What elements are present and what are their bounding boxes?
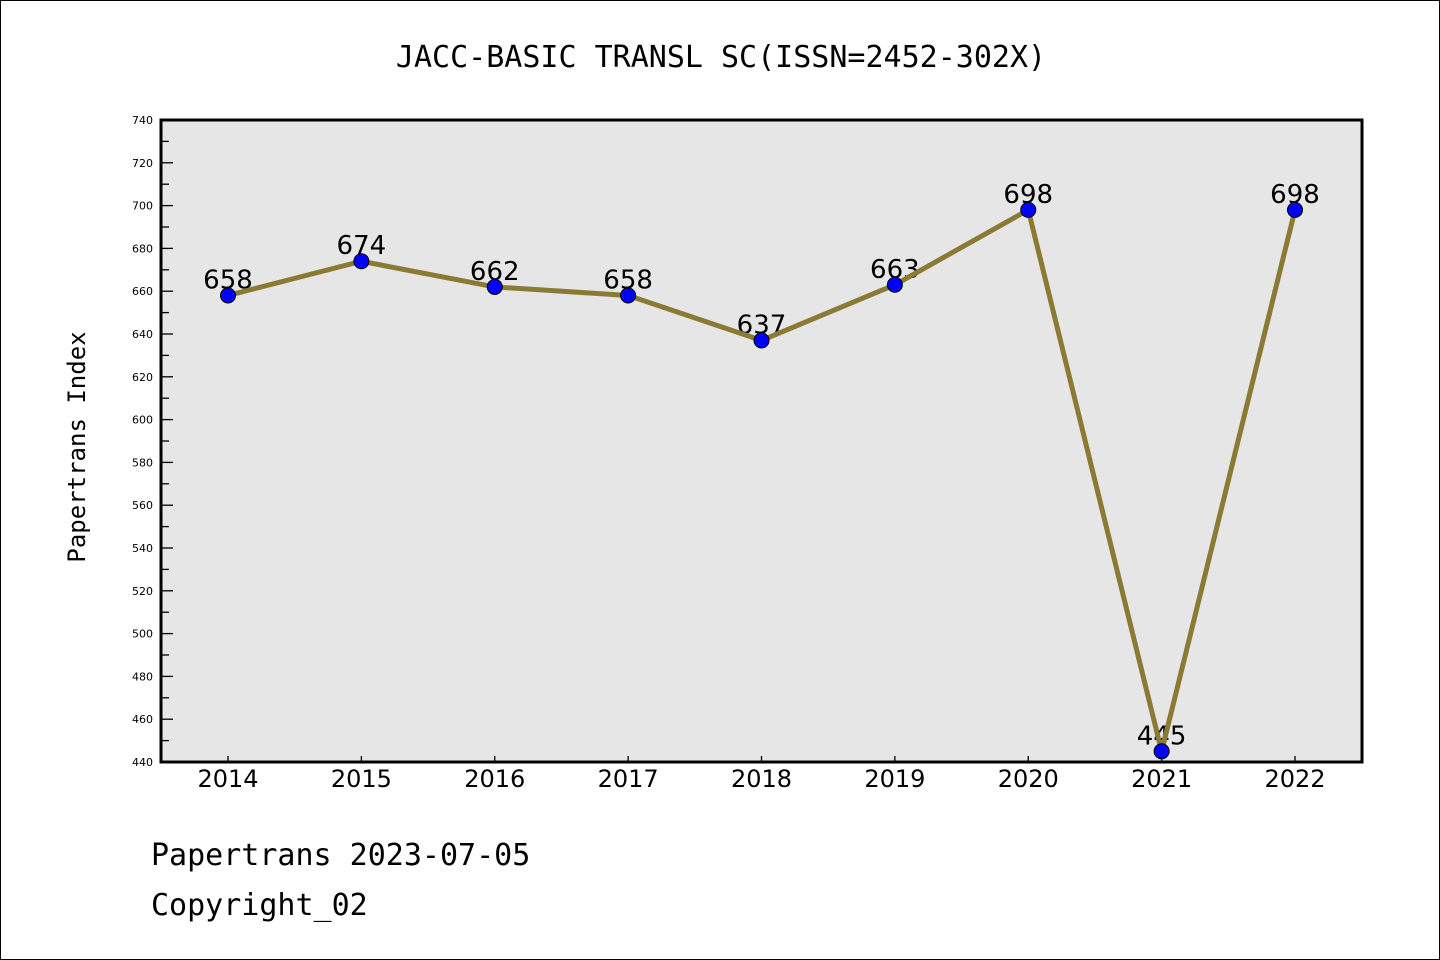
y-tick-label: 700	[132, 200, 153, 213]
x-tick-label: 2017	[598, 765, 659, 793]
y-tick-label: 480	[132, 670, 153, 683]
data-point-2019	[886, 276, 903, 293]
x-tick-label: 2015	[331, 765, 392, 793]
data-point-2015	[353, 253, 370, 270]
data-point-2022	[1287, 201, 1303, 218]
data-point-2018	[753, 332, 770, 349]
plot-area	[161, 120, 1362, 762]
y-tick-label: 620	[132, 371, 153, 384]
y-tick-label: 660	[132, 285, 153, 298]
y-tick-label: 560	[132, 499, 153, 512]
x-tick-label: 2014	[197, 765, 258, 793]
x-tick-label: 2021	[1131, 765, 1192, 793]
x-tick-label: 2016	[464, 765, 525, 793]
chart-title: JACC-BASIC TRANSL SC(ISSN=2452-302X)	[396, 40, 1046, 75]
y-tick-label: 640	[132, 328, 153, 341]
y-tick-label: 520	[132, 585, 153, 598]
data-point-2017	[620, 287, 637, 304]
y-tick-label: 580	[132, 456, 153, 469]
data-point-2021	[1153, 743, 1170, 760]
y-tick-label: 600	[132, 414, 153, 427]
y-tick-label: 460	[132, 713, 153, 726]
x-tick-label: 2022	[1264, 765, 1325, 793]
y-tick-label: 540	[132, 542, 153, 555]
y-tick-label: 500	[132, 628, 153, 641]
data-point-2020	[1020, 201, 1037, 218]
y-tick-label: 720	[132, 157, 153, 170]
data-point-2014	[220, 287, 236, 304]
y-tick-label: 680	[132, 242, 153, 255]
footer-copyright: Copyright_02	[151, 888, 368, 923]
data-point-2016	[486, 278, 503, 295]
footer-date: Papertrans 2023-07-05	[151, 838, 530, 873]
y-axis-label: Papertrans Index	[63, 331, 91, 562]
x-tick-label: 2018	[731, 765, 792, 793]
y-tick-label: 440	[132, 756, 153, 769]
x-tick-label: 2020	[998, 765, 1059, 793]
plot-frame	[159, 118, 1364, 764]
y-tick-label: 740	[132, 114, 153, 127]
x-tick-label: 2019	[864, 765, 925, 793]
